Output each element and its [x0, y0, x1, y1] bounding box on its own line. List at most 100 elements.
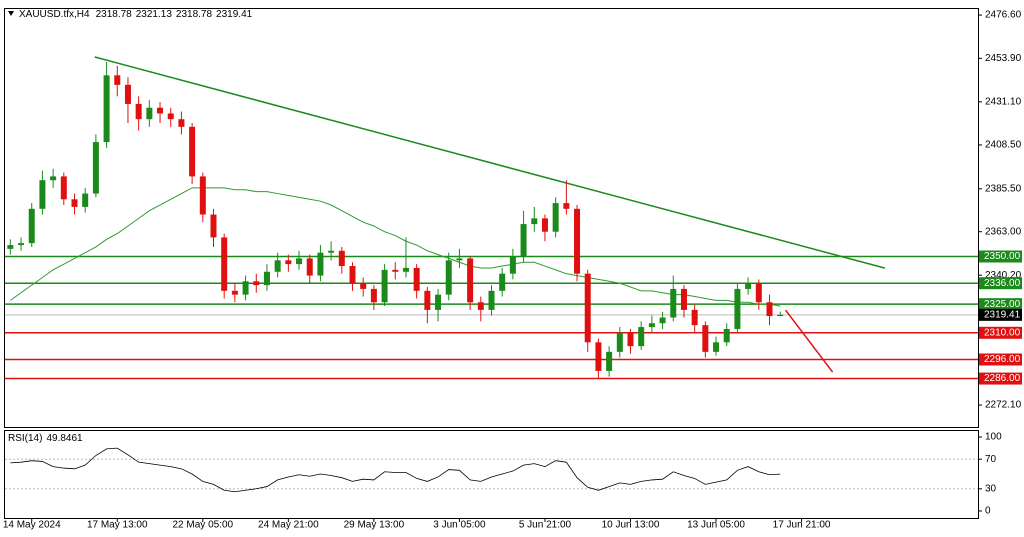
- rsi-line: [10, 447, 781, 493]
- x-tick-label: 17 May 13:00: [87, 520, 148, 531]
- x-tick-label: 29 May 13:00: [344, 520, 405, 531]
- candle-body: [189, 126, 196, 177]
- candle-body: [456, 258, 463, 261]
- candle-body: [499, 273, 506, 291]
- level-label: 2310.00: [984, 327, 1021, 338]
- y-tick-label: 2363.00: [985, 226, 1022, 237]
- header-high: 2321.13: [136, 9, 173, 20]
- candle-body: [146, 107, 153, 120]
- candle-body: [552, 203, 559, 232]
- candle-body: [595, 342, 602, 371]
- y-tick-label: 2385.50: [985, 183, 1022, 194]
- candle-body: [477, 302, 484, 310]
- x-tick-label: 3 Jun 05:00: [433, 520, 486, 531]
- candle-body: [103, 75, 110, 143]
- candle-body: [445, 260, 452, 295]
- candle-body: [424, 290, 431, 310]
- candle-body: [50, 176, 57, 181]
- header-open: 2318.78: [96, 9, 133, 20]
- level-label: 2325.00: [984, 299, 1021, 310]
- candle-body: [263, 271, 270, 286]
- y-tick-label: 2408.50: [985, 140, 1022, 151]
- candle-body: [509, 256, 516, 274]
- candle-body: [381, 269, 388, 303]
- rsi-panel: [4, 430, 979, 519]
- candle-body: [648, 323, 655, 328]
- y-tick-label: 2431.10: [985, 96, 1022, 107]
- level-label-box: [979, 326, 1022, 339]
- candle-body: [338, 250, 345, 267]
- x-tick-label: 14 May 2024: [3, 520, 61, 531]
- x-tick-label: 17 Jun 21:00: [773, 520, 831, 531]
- header-close: 2319.41: [216, 9, 253, 20]
- candle-body: [370, 288, 377, 303]
- rsi-last: 49.8461: [46, 433, 83, 444]
- level-label: 2336.00: [984, 278, 1021, 289]
- candle-body: [638, 327, 645, 347]
- candle-body: [745, 283, 752, 289]
- candle-body: [157, 107, 164, 114]
- rsi-tick-label: 30: [985, 483, 997, 494]
- candle-body: [317, 252, 324, 276]
- rsi-header: RSI(14) 49.8461: [8, 433, 83, 444]
- candle-body: [349, 266, 356, 284]
- candle-body: [60, 176, 67, 200]
- candle-body: [659, 317, 666, 324]
- candle-body: [531, 218, 538, 225]
- moving-average: [10, 187, 781, 307]
- candle-body: [392, 269, 399, 272]
- y-tick-label: 2453.90: [985, 53, 1022, 64]
- candle-body: [285, 260, 292, 265]
- candle-body: [231, 290, 238, 295]
- candle-body: [39, 180, 46, 209]
- x-tick-label: 10 Jun 13:00: [602, 520, 660, 531]
- candle-body: [124, 84, 131, 104]
- x-tick-label: 13 Jun 05:00: [687, 520, 745, 531]
- candle-body: [306, 258, 313, 276]
- candle-body: [92, 142, 99, 194]
- menu-triangle[interactable]: [8, 11, 14, 16]
- trendline: [94, 56, 886, 269]
- candle-body: [691, 309, 698, 326]
- candle-body: [713, 342, 720, 352]
- candle-body: [210, 214, 217, 238]
- candle-body: [520, 224, 527, 257]
- candle-body: [18, 243, 25, 246]
- y-tick-label: 2476.60: [985, 10, 1022, 21]
- level-label: 2286.00: [984, 373, 1021, 384]
- candle-body: [28, 208, 35, 244]
- current-price-box: [979, 308, 1022, 321]
- y-tick-label: 2272.10: [985, 400, 1022, 411]
- candle-body: [563, 203, 570, 209]
- level-label-box: [979, 353, 1022, 366]
- x-tick-label: 5 Jun 21:00: [519, 520, 572, 531]
- header-low: 2318.78: [176, 9, 213, 20]
- candle-body: [584, 273, 591, 343]
- candle-body: [670, 288, 677, 318]
- candle-body: [680, 288, 687, 310]
- candle-body: [616, 332, 623, 352]
- rsi-tick-label: 0: [985, 506, 991, 517]
- candle-body: [734, 288, 741, 329]
- candle-body: [606, 351, 613, 371]
- candle-body: [755, 283, 762, 303]
- candle-body: [135, 103, 142, 120]
- candle-body: [296, 258, 303, 265]
- y-tick-label: 2340.20: [985, 270, 1022, 281]
- candle-body: [242, 281, 249, 295]
- chart-header: XAUUSD.tfx,H4 2318.78 2321.13 2318.78 2319.4…: [19, 9, 253, 20]
- candle-body: [82, 193, 89, 207]
- candle-body: [541, 218, 548, 232]
- candle-body: [114, 75, 121, 85]
- level-label: 2296.00: [984, 354, 1021, 365]
- trendline: [784, 309, 834, 373]
- rsi-tick-label: 70: [985, 454, 997, 465]
- level-label-box: [979, 298, 1022, 311]
- x-tick-label: 22 May 05:00: [173, 520, 234, 531]
- candle-body: [435, 294, 442, 310]
- candle-body: [221, 237, 228, 291]
- candle-body: [178, 119, 185, 127]
- candle-body: [723, 328, 730, 343]
- candle-body: [253, 281, 260, 286]
